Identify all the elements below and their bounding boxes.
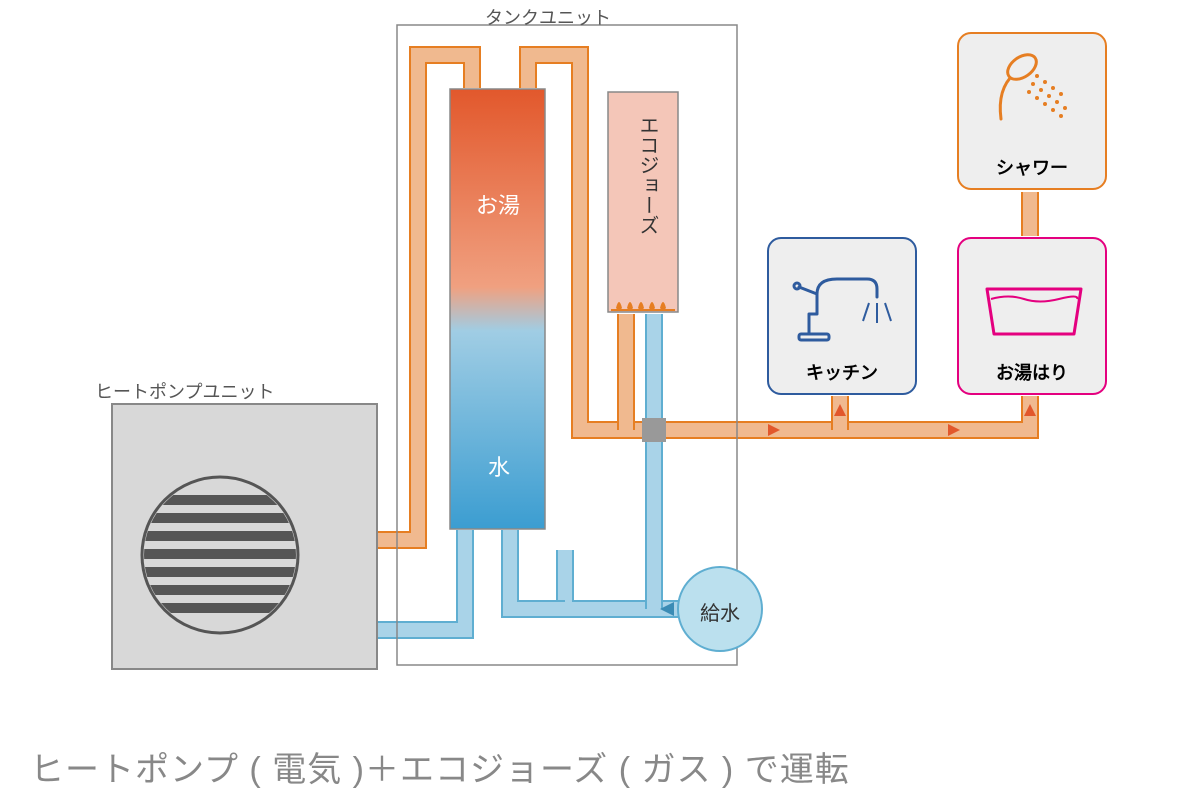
bath-box: お湯はり [957,237,1107,395]
shower-icon [959,34,1109,154]
caption-text: ヒートポンプ ( 電気 )＋エコジョーズ ( ガス ) で運転 [30,742,850,791]
heatpump-fan-icon [140,477,300,633]
tank-unit-label: タンクユニット [485,4,611,30]
faucet-icon [769,239,919,359]
kitchen-box: キッチン [767,237,917,395]
shower-label: シャワー [959,154,1105,180]
tank-hot-label: お湯 [476,188,520,220]
tank-water-label: 水 [488,450,510,482]
ecojozu-label: エコジョーズ [633,115,662,235]
bath-label: お湯はり [959,359,1105,385]
bathtub-icon [959,239,1109,359]
water-supply-label: 給水 [700,597,740,626]
heatpump-unit-label: ヒートポンプユニット [95,378,274,404]
pipe-junction [642,418,666,442]
kitchen-label: キッチン [769,359,915,385]
shower-box: シャワー [957,32,1107,190]
